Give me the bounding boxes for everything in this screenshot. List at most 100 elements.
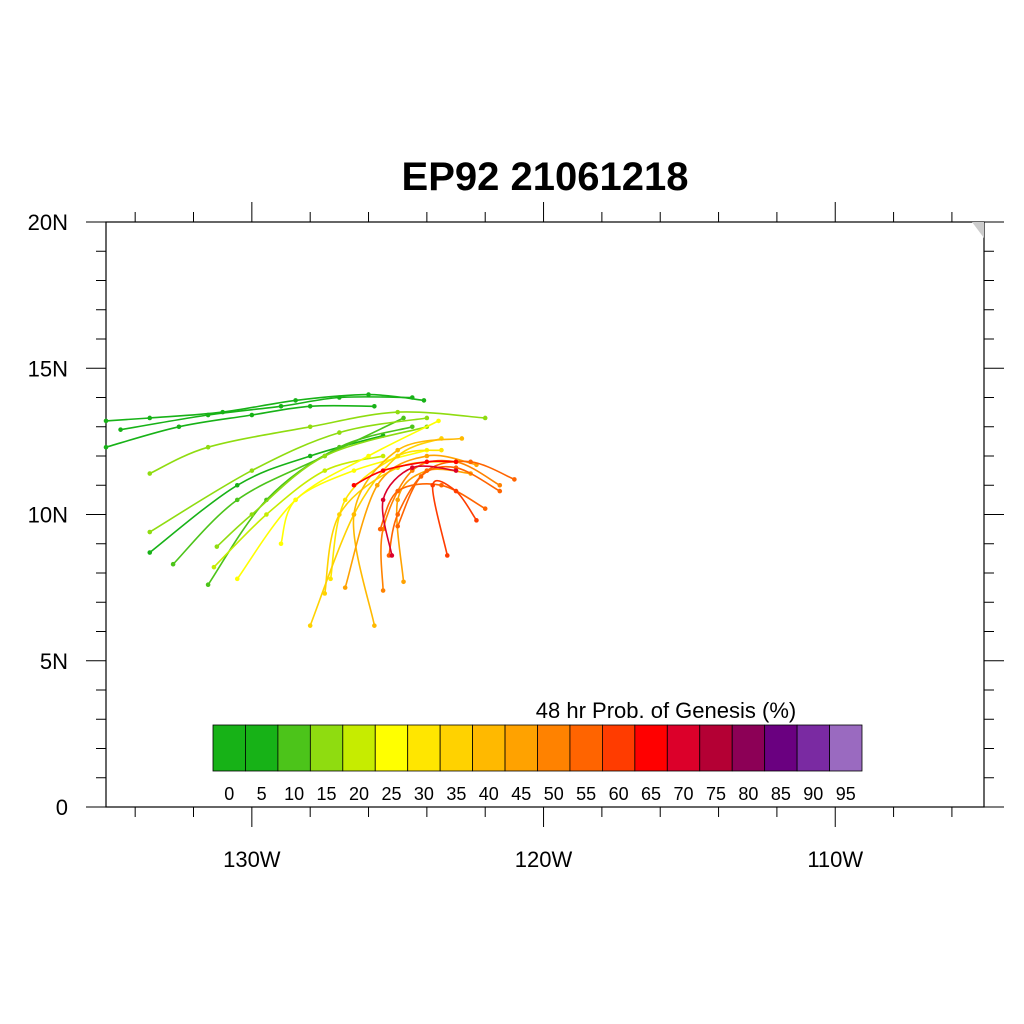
track-point (395, 523, 400, 529)
track-point (147, 550, 153, 555)
track-point (377, 526, 383, 532)
track-line (105, 404, 375, 448)
colorbar-cell (342, 724, 376, 772)
track-point (234, 482, 240, 488)
colorbar-cell (374, 724, 409, 772)
colorbar-cell (829, 724, 863, 772)
track-line (431, 480, 478, 556)
track-point (278, 403, 284, 409)
track-point (351, 482, 357, 488)
track-point (424, 453, 430, 459)
colorbar-label: 95 (836, 784, 856, 804)
axis-ticks: 130W 120W 110W 0 5N 10N 15N 20N (28, 202, 1004, 872)
colorbar-cell (796, 724, 830, 772)
track-point (351, 468, 357, 473)
track-point (147, 415, 153, 421)
track-point (497, 482, 503, 488)
track-point (380, 588, 386, 593)
track-point (374, 482, 380, 488)
track-point (497, 488, 503, 494)
track-point (118, 427, 123, 432)
track-point (278, 541, 284, 547)
colorbar-label: 70 (674, 784, 694, 804)
track-point (395, 497, 400, 503)
colorbar-cell (537, 724, 571, 772)
y-tick-label: 5N (40, 649, 68, 674)
track-point (468, 459, 473, 465)
track-point (424, 459, 430, 465)
colorbar-cell (407, 724, 441, 772)
colorbar-cell (439, 724, 473, 772)
track-point (205, 582, 211, 587)
track-line (149, 411, 486, 475)
track-line (236, 420, 439, 580)
track-point (322, 468, 328, 473)
colorbar-title: 48 hr Prob. of Genesis (%) (536, 698, 796, 723)
colorbar-cell (699, 724, 733, 772)
track-line (329, 449, 442, 580)
track-point (342, 497, 348, 503)
x-tick-label: 110W (807, 847, 863, 872)
colorbar-label: 35 (446, 784, 466, 804)
track-point (482, 506, 488, 511)
track-point (307, 424, 313, 430)
track-point (366, 453, 371, 459)
colorbar-label: 90 (803, 784, 823, 804)
track-point (395, 512, 400, 517)
track-point (322, 591, 328, 596)
y-tick-label: 0 (56, 795, 68, 820)
colorbar-label: 5 (257, 784, 267, 804)
track-point (401, 415, 406, 421)
track-point (249, 512, 255, 517)
colorbar-cell (309, 724, 344, 772)
track-point (482, 415, 488, 421)
colorbar-label: 40 (479, 784, 499, 804)
track-line (172, 417, 404, 565)
track-point (176, 424, 182, 430)
colorbar-label: 75 (706, 784, 726, 804)
colorbar-label: 20 (349, 784, 369, 804)
colorbar-label: 50 (544, 784, 564, 804)
track-line (309, 437, 442, 626)
track-point (328, 576, 333, 582)
track-line (216, 426, 428, 548)
colorbar-cell (277, 724, 311, 772)
colorbar-label: 15 (317, 784, 337, 804)
track-point (366, 392, 371, 397)
track-point (103, 418, 109, 424)
colorbar-label: 25 (381, 784, 401, 804)
track-point (421, 398, 427, 403)
track-point (380, 453, 386, 459)
colorbar-label: 0 (224, 784, 234, 804)
track-point (453, 459, 459, 465)
track-point (424, 415, 430, 421)
track-point (307, 453, 313, 459)
track-point (395, 447, 400, 453)
track-point (401, 579, 406, 585)
track-point (337, 395, 342, 400)
track-point (103, 444, 109, 450)
track-point (307, 623, 313, 628)
colorbar-cell (504, 724, 538, 772)
colorbar-cell (764, 724, 798, 772)
track-point (322, 453, 328, 459)
track-point (395, 453, 400, 459)
track-point (293, 398, 298, 403)
track-point (453, 468, 459, 473)
track-line (381, 465, 457, 556)
colorbar-label: 55 (576, 784, 596, 804)
track-point (214, 544, 220, 549)
track-point (444, 553, 450, 558)
track-point (234, 576, 240, 582)
track-point (147, 529, 153, 535)
track-point (380, 497, 386, 503)
track-point (395, 409, 400, 415)
track-point (264, 512, 269, 517)
track-line (344, 454, 477, 588)
track-point (372, 623, 377, 628)
colorbar-cell (245, 724, 279, 772)
colorbar: 48 hr Prob. of Genesis (%) 0 5 10 15 20 25 30 3… (212, 698, 863, 804)
track-point (512, 477, 517, 482)
colorbar-label: 85 (771, 784, 791, 804)
colorbar-cell (602, 724, 636, 772)
